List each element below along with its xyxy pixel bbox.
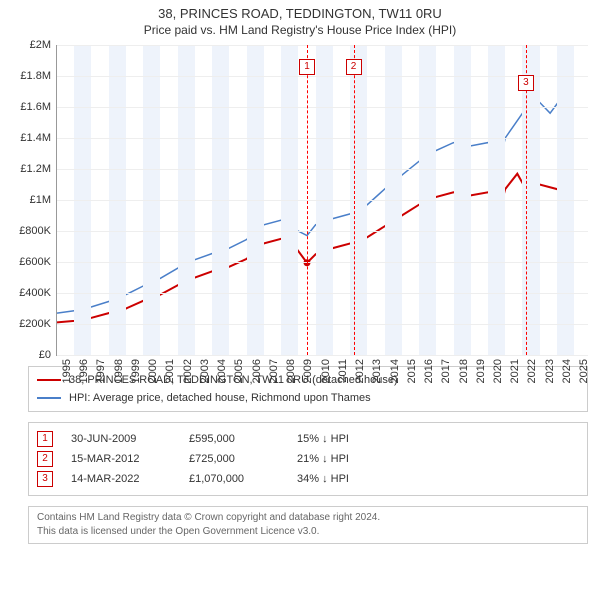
x-tick-label: 2025 <box>578 359 590 383</box>
y-tick-label: £1.4M <box>20 132 51 144</box>
y-tick-label: £0 <box>39 349 51 361</box>
x-tick-label: 2003 <box>199 359 211 383</box>
legend-row: HPI: Average price, detached house, Rich… <box>37 389 579 407</box>
y-tick-label: £800K <box>19 225 51 237</box>
y-tick-label: £1.2M <box>20 163 51 175</box>
x-tick-label: 2007 <box>268 359 280 383</box>
x-tick-label: 2000 <box>147 359 159 383</box>
transaction-delta: 21% ↓ HPI <box>297 449 349 469</box>
y-gridline <box>57 231 588 232</box>
transaction-row: 3 14-MAR-2022 £1,070,000 34% ↓ HPI <box>37 469 579 489</box>
x-tick-label: 2021 <box>509 359 521 383</box>
y-gridline <box>57 355 588 356</box>
transaction-delta: 34% ↓ HPI <box>297 469 349 489</box>
x-tick-label: 2011 <box>337 359 349 383</box>
x-tick-label: 1996 <box>78 359 90 383</box>
x-tick-label: 2012 <box>354 359 366 383</box>
x-tick-label: 2024 <box>561 359 573 383</box>
legend-swatch <box>37 397 61 399</box>
y-gridline <box>57 107 588 108</box>
transaction-price: £595,000 <box>189 429 279 449</box>
y-tick-label: £600K <box>19 256 51 268</box>
x-tick-label: 2004 <box>216 359 228 383</box>
x-tick-label: 2002 <box>182 359 194 383</box>
x-tick-label: 2001 <box>164 359 176 383</box>
y-tick-label: £200K <box>19 318 51 330</box>
x-tick-label: 2013 <box>371 359 383 383</box>
plot-area: 1995199619971998199920002001200220032004… <box>56 45 588 356</box>
x-tick-label: 1995 <box>61 359 73 383</box>
sale-marker-label: 1 <box>299 59 315 75</box>
y-gridline <box>57 76 588 77</box>
x-tick-label: 2018 <box>458 359 470 383</box>
x-tick-label: 2015 <box>406 359 418 383</box>
transaction-date: 15-MAR-2012 <box>71 449 171 469</box>
x-tick-label: 2017 <box>440 359 452 383</box>
transaction-row: 1 30-JUN-2009 £595,000 15% ↓ HPI <box>37 429 579 449</box>
footer-line2: This data is licensed under the Open Gov… <box>37 525 579 539</box>
x-tick-label: 1997 <box>95 359 107 383</box>
transaction-price: £725,000 <box>189 449 279 469</box>
legend-label: HPI: Average price, detached house, Rich… <box>69 389 371 407</box>
sale-marker-label: 2 <box>346 59 362 75</box>
transaction-index: 2 <box>37 451 53 467</box>
legend-swatch <box>37 379 61 381</box>
chart-container: 38, PRINCES ROAD, TEDDINGTON, TW11 0RU P… <box>0 0 600 544</box>
y-tick-label: £1.6M <box>20 101 51 113</box>
x-tick-label: 2009 <box>302 359 314 383</box>
x-tick-label: 2022 <box>526 359 538 383</box>
sale-marker-line <box>526 45 527 355</box>
y-tick-label: £1.8M <box>20 70 51 82</box>
x-tick-label: 2008 <box>285 359 297 383</box>
sale-marker-label: 3 <box>518 75 534 91</box>
transactions-table: 1 30-JUN-2009 £595,000 15% ↓ HPI 2 15-MAR-201… <box>28 422 588 496</box>
sale-marker-line <box>307 45 308 355</box>
transaction-price: £1,070,000 <box>189 469 279 489</box>
transaction-date: 14-MAR-2022 <box>71 469 171 489</box>
transaction-row: 2 15-MAR-2012 £725,000 21% ↓ HPI <box>37 449 579 469</box>
y-gridline <box>57 200 588 201</box>
y-tick-label: £2M <box>30 39 51 51</box>
y-gridline <box>57 45 588 46</box>
x-tick-label: 2019 <box>475 359 487 383</box>
chart-title: 38, PRINCES ROAD, TEDDINGTON, TW11 0RU <box>0 6 600 21</box>
chart-titles: 38, PRINCES ROAD, TEDDINGTON, TW11 0RU P… <box>0 0 600 37</box>
transaction-delta: 15% ↓ HPI <box>297 429 349 449</box>
y-gridline <box>57 293 588 294</box>
transaction-date: 30-JUN-2009 <box>71 429 171 449</box>
transaction-index: 3 <box>37 471 53 487</box>
x-tick-label: 2006 <box>251 359 263 383</box>
y-gridline <box>57 324 588 325</box>
footer-line1: Contains HM Land Registry data © Crown c… <box>37 511 579 525</box>
y-gridline <box>57 169 588 170</box>
x-tick-label: 2005 <box>233 359 245 383</box>
footer: Contains HM Land Registry data © Crown c… <box>28 506 588 544</box>
sale-marker-line <box>354 45 355 355</box>
y-gridline <box>57 262 588 263</box>
x-tick-label: 2010 <box>320 359 332 383</box>
x-tick-label: 1998 <box>113 359 125 383</box>
y-tick-label: £1M <box>30 194 51 206</box>
x-tick-label: 1999 <box>130 359 142 383</box>
x-tick-label: 2023 <box>544 359 556 383</box>
x-tick-label: 2016 <box>423 359 435 383</box>
y-tick-label: £400K <box>19 287 51 299</box>
y-gridline <box>57 138 588 139</box>
transaction-index: 1 <box>37 431 53 447</box>
chart-subtitle: Price paid vs. HM Land Registry's House … <box>0 23 600 37</box>
x-tick-label: 2014 <box>389 359 401 383</box>
x-tick-label: 2020 <box>492 359 504 383</box>
